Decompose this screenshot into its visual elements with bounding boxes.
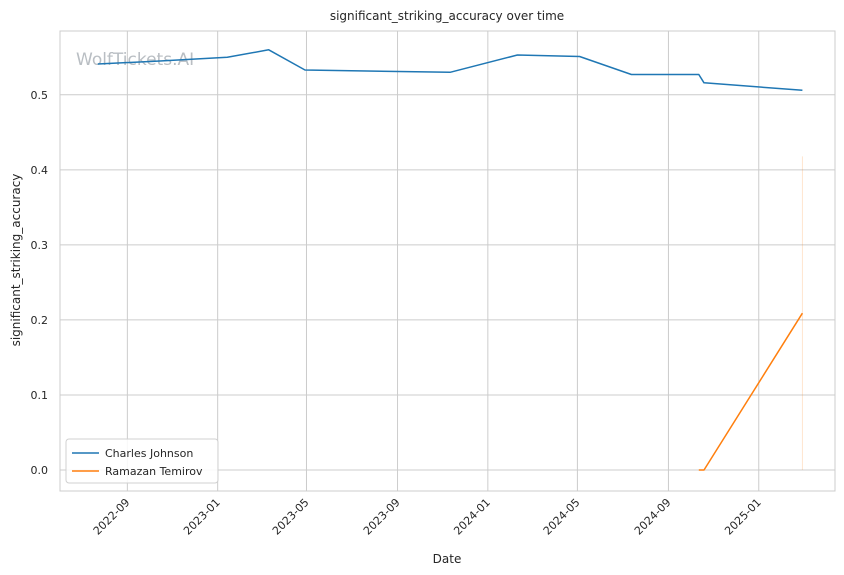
y-tick-label: 0.2	[31, 314, 49, 327]
plot-frame	[59, 30, 836, 492]
y-gridlines	[60, 94, 835, 471]
y-tick-label: 0.5	[31, 89, 49, 102]
y-tick-label: 0.1	[31, 389, 49, 402]
y-tick-label: 0.4	[31, 164, 49, 177]
y-tick-labels: 0.0 0.1 0.2 0.3 0.4 0.5	[31, 89, 49, 477]
y-tick-label: 0.3	[31, 239, 49, 252]
x-gridlines	[126, 31, 760, 491]
chart-title: significant_striking_accuracy over time	[330, 9, 564, 23]
legend-label-ramazan-temirov: Ramazan Temirov	[105, 465, 203, 478]
x-axis-label: Date	[433, 552, 462, 566]
series-line-ramazan-temirov	[698, 312, 804, 471]
legend: Charles Johnson Ramazan Temirov	[65, 438, 219, 484]
y-tick-label: 0.0	[31, 464, 49, 477]
legend-box	[65, 438, 219, 484]
legend-label-charles-johnson: Charles Johnson	[105, 447, 193, 460]
watermark: WolfTickets.AI	[76, 50, 194, 70]
y-axis-label: significant_striking_accuracy	[9, 174, 23, 347]
series-layer	[97, 49, 804, 471]
series-line-charles-johnson	[97, 49, 803, 92]
